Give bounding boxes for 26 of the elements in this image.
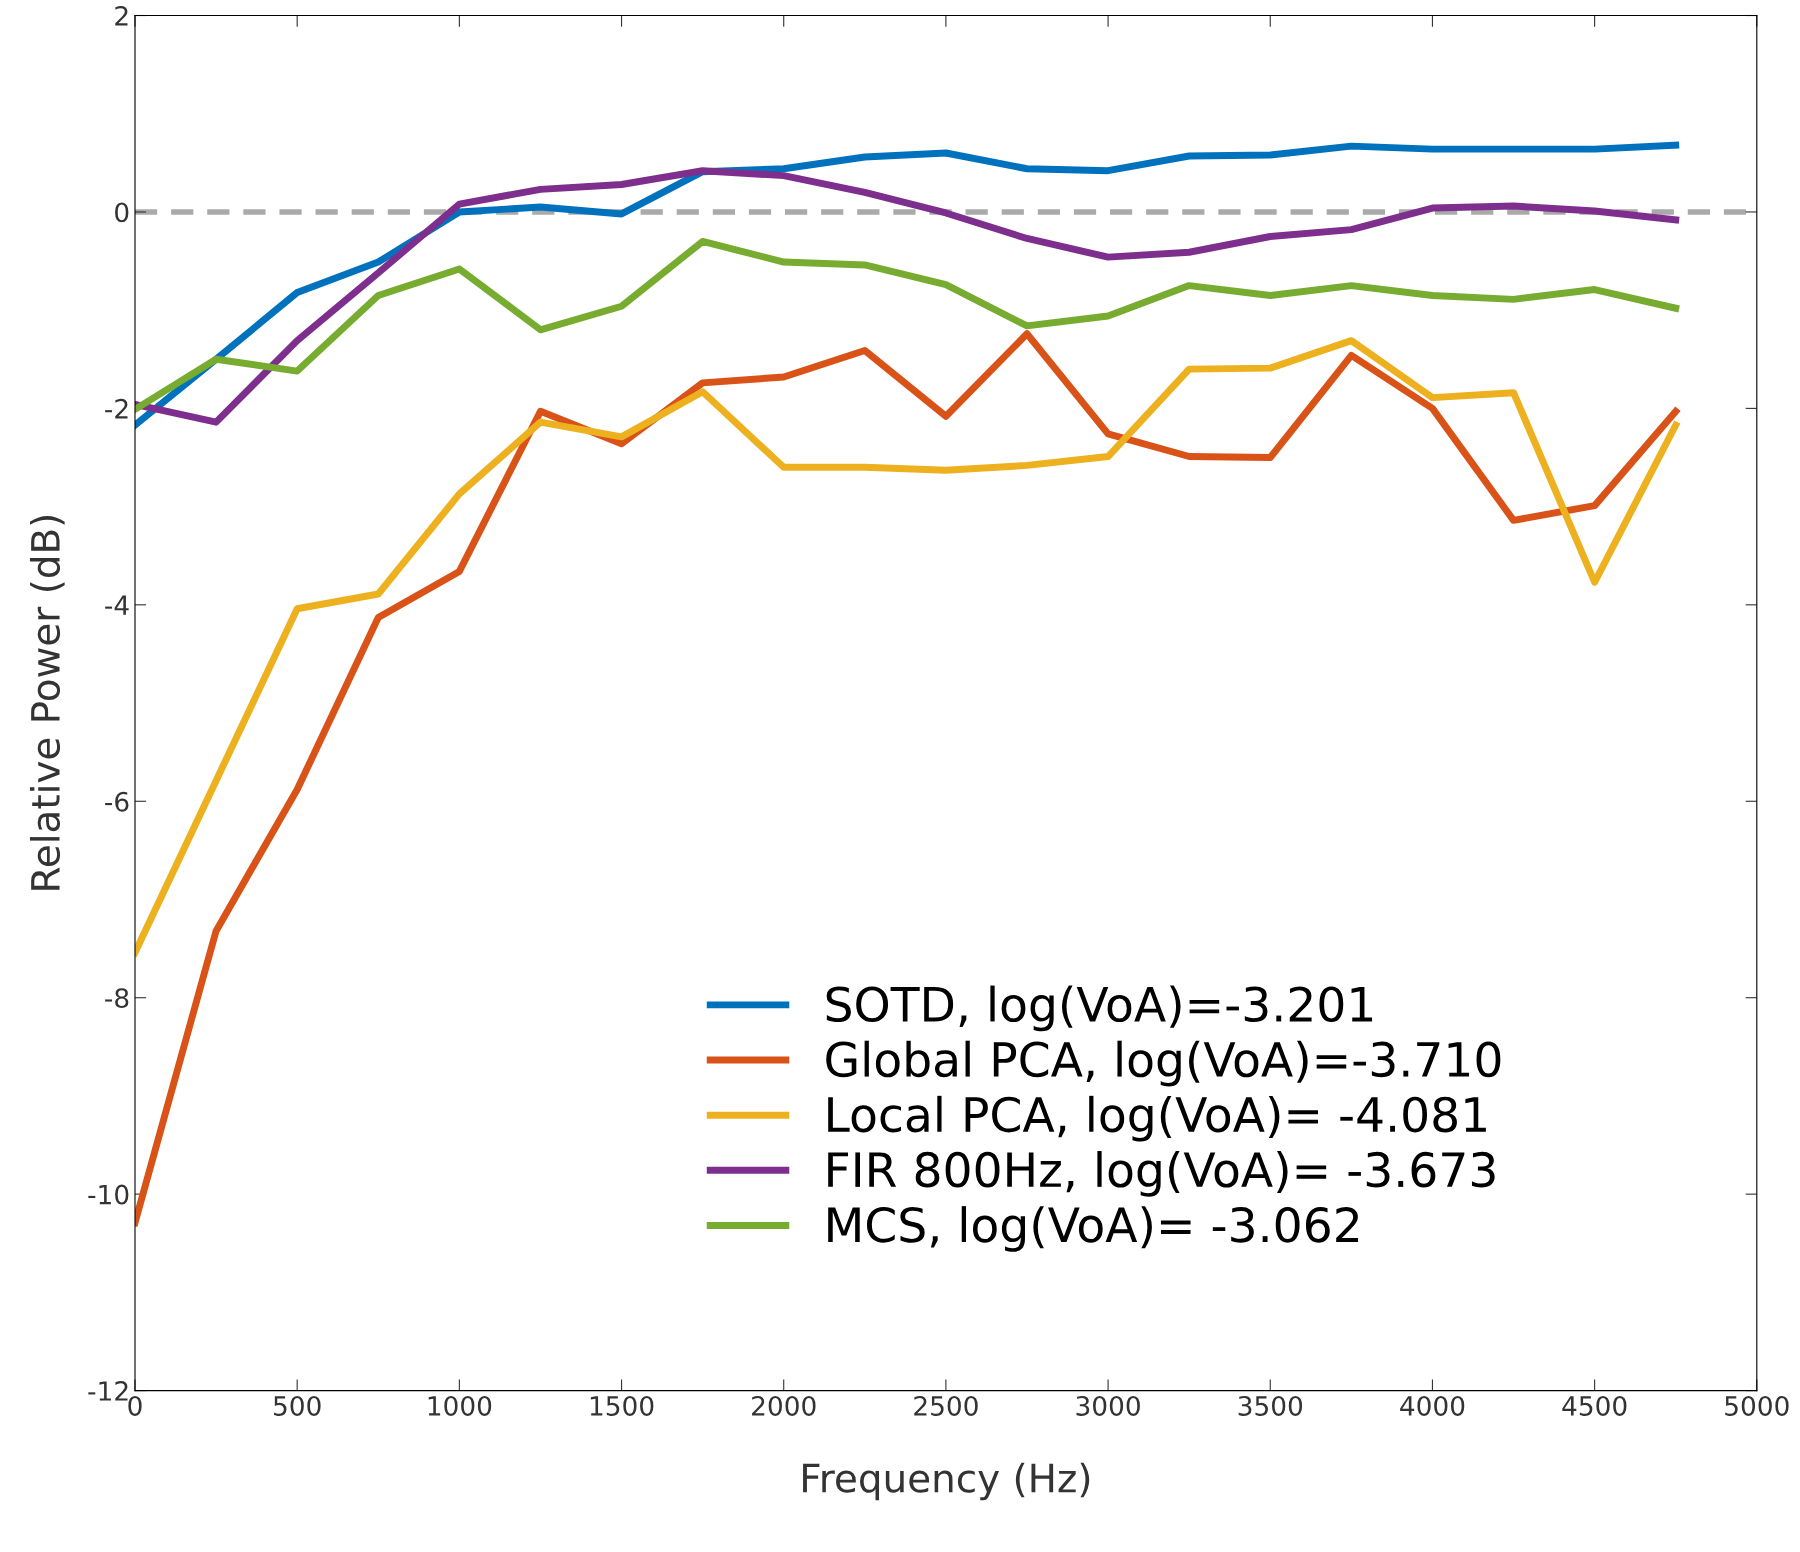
y-tick-label: -4 <box>105 595 129 615</box>
y-tick-label: -6 <box>105 791 129 812</box>
x-tick-label: 1000 <box>428 1395 492 1416</box>
x-tick-label: 3000 <box>1076 1395 1140 1416</box>
y-tick-label: 0 <box>115 202 129 223</box>
y-tick-label: -2 <box>105 398 128 419</box>
x-tick-label: 0 <box>128 1395 142 1416</box>
x-axis-title: Frequency (Hz) <box>803 1462 1090 1501</box>
x-tick-label: 5000 <box>1725 1395 1789 1416</box>
legend-label: MCS, log(VoA)= -3.062 <box>828 1206 1359 1252</box>
x-tick-label: 1500 <box>590 1395 654 1416</box>
legend-label: Global PCA, log(VoA)=-3.710 <box>826 1040 1501 1087</box>
y-tick-label: -8 <box>105 988 129 1009</box>
legend-label: FIR 800Hz, log(VoA)= -3.673 <box>828 1150 1495 1197</box>
x-tick-label: 2500 <box>914 1395 978 1416</box>
y-tick-label: 2 <box>115 5 128 26</box>
x-tick-label: 3500 <box>1238 1395 1303 1416</box>
legend-label: SOTD, log(VoA)=-3.201 <box>826 985 1373 1032</box>
x-tick-label: 500 <box>274 1395 321 1416</box>
x-tick-label: 4000 <box>1400 1395 1465 1416</box>
legend-label: Local PCA, log(VoA)= -4.081 <box>828 1095 1486 1142</box>
x-tick-label: 2000 <box>752 1395 816 1416</box>
x-tick-label: 4500 <box>1562 1395 1627 1416</box>
y-axis-title: Relative Power (dB) <box>29 516 65 890</box>
y-tick-label: -12 <box>88 1381 128 1401</box>
y-tick-label: -10 <box>88 1184 129 1205</box>
